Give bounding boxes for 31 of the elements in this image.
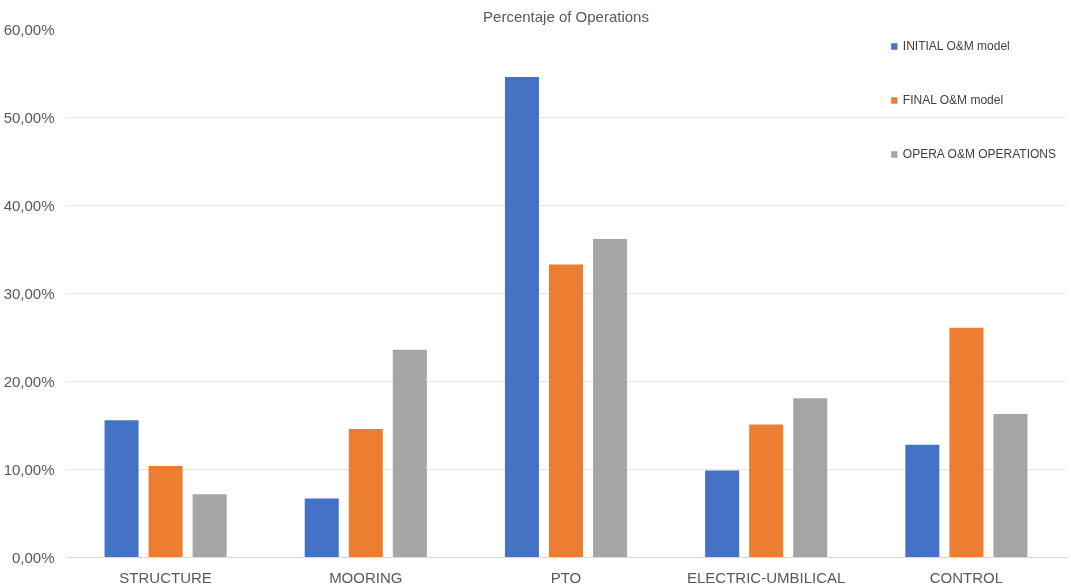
x-tick-label: MOORING	[329, 568, 403, 586]
bar	[949, 327, 984, 558]
bar	[504, 77, 539, 558]
bar	[993, 414, 1028, 558]
bar	[104, 420, 139, 558]
x-tick-label: ELECTRIC-UMBILICAL	[687, 568, 846, 586]
bar	[304, 498, 339, 558]
bar	[793, 398, 828, 558]
chart-title: Percentaje of Operations	[483, 7, 649, 25]
y-tick-label: 50,00%	[3, 109, 55, 126]
x-tick-label: STRUCTURE	[119, 568, 212, 586]
bar	[148, 465, 183, 558]
bar	[548, 264, 584, 558]
legend-label: INITIAL O&M model	[902, 39, 1010, 53]
x-tick-label: PTO	[550, 568, 582, 586]
y-tick-label: 20,00%	[3, 373, 55, 390]
legend-label: OPERA O&M OPERATIONS	[902, 147, 1056, 161]
bar	[593, 238, 628, 558]
bar	[392, 349, 427, 558]
bar	[192, 494, 227, 558]
y-tick-label: 10,00%	[3, 461, 55, 478]
legend-label: FINAL O&M model	[902, 93, 1004, 107]
y-tick-label: 40,00%	[3, 197, 55, 214]
y-tick-label: 60,00%	[3, 21, 55, 38]
y-tick-label: 0,00%	[11, 549, 55, 566]
bar	[749, 424, 784, 558]
bar	[348, 429, 383, 558]
bar	[905, 444, 940, 558]
y-tick-label: 30,00%	[3, 285, 55, 302]
bar	[705, 470, 740, 558]
x-tick-label: CONTROL	[929, 568, 1004, 586]
